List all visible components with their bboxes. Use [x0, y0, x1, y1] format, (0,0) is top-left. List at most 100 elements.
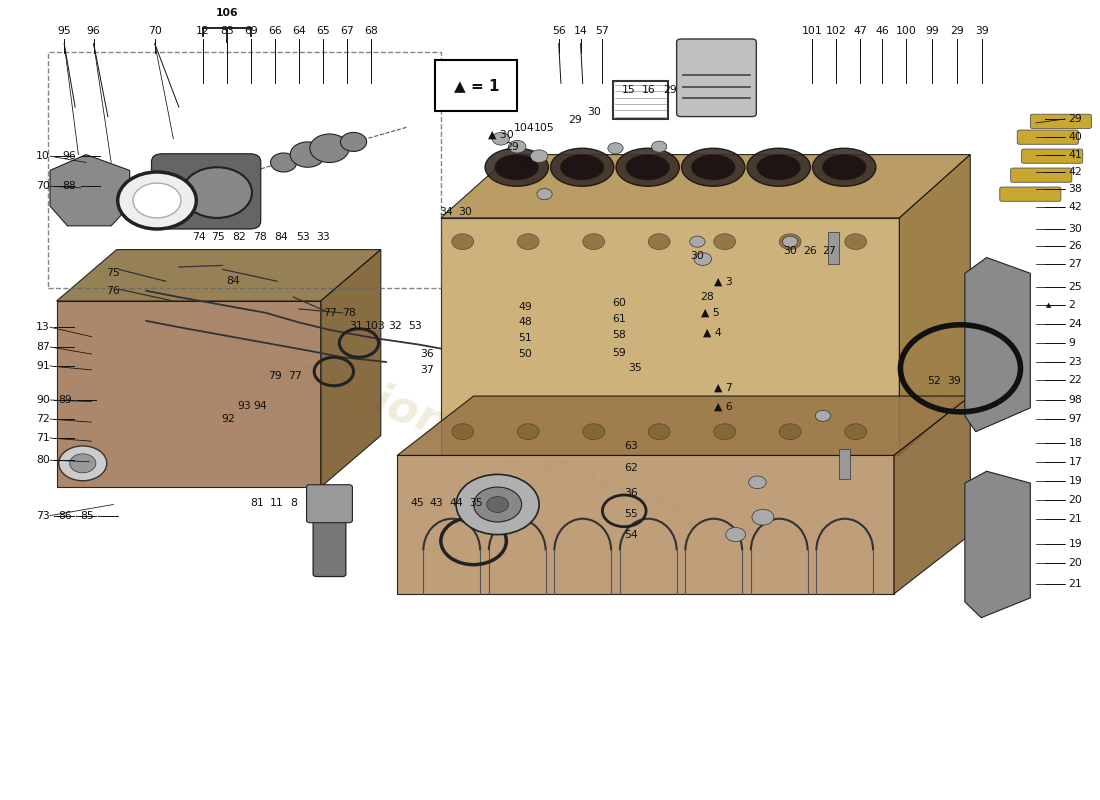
Circle shape — [133, 183, 182, 218]
Text: 84: 84 — [275, 232, 288, 242]
Text: 63: 63 — [624, 441, 638, 451]
Circle shape — [651, 141, 667, 152]
Circle shape — [517, 424, 539, 439]
Text: 77: 77 — [288, 371, 301, 382]
Text: 28: 28 — [701, 292, 714, 302]
Text: 74: 74 — [191, 232, 206, 242]
Ellipse shape — [813, 148, 876, 186]
Text: 62: 62 — [624, 463, 638, 473]
Text: 59: 59 — [612, 347, 626, 358]
Text: 101: 101 — [802, 26, 823, 36]
Text: 12: 12 — [196, 26, 210, 36]
Polygon shape — [56, 301, 321, 487]
Polygon shape — [900, 154, 970, 455]
Text: 83: 83 — [220, 26, 233, 36]
FancyBboxPatch shape — [1018, 130, 1078, 144]
Text: 43: 43 — [430, 498, 443, 508]
Text: 25: 25 — [1068, 282, 1082, 292]
FancyBboxPatch shape — [314, 502, 345, 577]
Text: 35: 35 — [469, 498, 483, 508]
Circle shape — [583, 424, 605, 439]
Text: 95: 95 — [57, 26, 72, 36]
Text: 77: 77 — [322, 308, 337, 318]
Circle shape — [583, 234, 605, 250]
Polygon shape — [441, 154, 970, 218]
Circle shape — [690, 236, 705, 247]
Text: 22: 22 — [1068, 375, 1082, 386]
Text: 52: 52 — [927, 376, 942, 386]
Text: 39: 39 — [947, 376, 960, 386]
Text: 34: 34 — [439, 206, 453, 217]
Text: 56: 56 — [552, 26, 565, 36]
Text: 91: 91 — [36, 361, 50, 371]
Circle shape — [69, 454, 96, 473]
Bar — [614, 81, 668, 119]
Text: 64: 64 — [292, 26, 306, 36]
Circle shape — [310, 134, 349, 162]
Circle shape — [508, 140, 526, 153]
FancyBboxPatch shape — [307, 485, 352, 522]
Text: 47: 47 — [854, 26, 867, 36]
Text: 30: 30 — [691, 251, 704, 261]
Text: 53: 53 — [408, 321, 421, 330]
Text: 29: 29 — [663, 86, 676, 95]
FancyBboxPatch shape — [1022, 149, 1082, 163]
Text: 93: 93 — [238, 402, 251, 411]
Circle shape — [714, 424, 736, 439]
Circle shape — [782, 236, 797, 247]
Text: 81: 81 — [251, 498, 264, 508]
Text: 76: 76 — [107, 286, 120, 296]
Text: 33: 33 — [316, 232, 330, 242]
Circle shape — [456, 474, 539, 534]
Text: 60: 60 — [612, 298, 626, 309]
Circle shape — [648, 424, 670, 439]
Ellipse shape — [747, 148, 811, 186]
Text: 99: 99 — [925, 26, 939, 36]
Text: 44: 44 — [449, 498, 463, 508]
Circle shape — [779, 424, 801, 439]
Text: 100: 100 — [895, 26, 916, 36]
FancyBboxPatch shape — [1000, 187, 1060, 202]
Text: 66: 66 — [268, 26, 282, 36]
Text: 19: 19 — [1068, 476, 1082, 486]
Ellipse shape — [626, 154, 670, 180]
Bar — [47, 52, 441, 287]
Polygon shape — [397, 455, 894, 594]
Text: ▲ 6: ▲ 6 — [714, 402, 733, 411]
Text: 55: 55 — [624, 509, 638, 519]
Circle shape — [452, 424, 474, 439]
Circle shape — [726, 527, 746, 542]
Ellipse shape — [485, 148, 549, 186]
Text: 27: 27 — [823, 246, 836, 256]
Ellipse shape — [692, 154, 735, 180]
Text: 50: 50 — [518, 349, 531, 359]
FancyBboxPatch shape — [152, 154, 261, 229]
Text: 92: 92 — [221, 414, 234, 424]
Circle shape — [815, 410, 830, 422]
Text: 46: 46 — [874, 26, 889, 36]
Circle shape — [752, 510, 773, 525]
Text: a passion for Ferrari: a passion for Ferrari — [216, 324, 710, 539]
Text: 35: 35 — [628, 363, 642, 374]
Polygon shape — [321, 250, 381, 487]
Text: 88: 88 — [63, 182, 76, 191]
FancyBboxPatch shape — [1031, 114, 1091, 129]
Circle shape — [749, 476, 766, 489]
Text: 23: 23 — [1068, 357, 1082, 367]
Text: 14: 14 — [574, 26, 587, 36]
Ellipse shape — [823, 154, 866, 180]
Text: 48: 48 — [518, 318, 531, 327]
FancyBboxPatch shape — [1011, 168, 1071, 182]
Text: 9: 9 — [1068, 338, 1076, 348]
Polygon shape — [441, 218, 900, 455]
Text: 57: 57 — [595, 26, 609, 36]
Ellipse shape — [495, 154, 539, 180]
Ellipse shape — [550, 148, 614, 186]
Text: 70: 70 — [147, 26, 162, 36]
Text: 84: 84 — [227, 276, 240, 286]
Text: 54: 54 — [624, 530, 638, 539]
Text: 31: 31 — [349, 321, 363, 330]
Text: ▲ = 1: ▲ = 1 — [453, 78, 499, 93]
Text: 32: 32 — [388, 321, 401, 330]
Polygon shape — [56, 250, 381, 301]
